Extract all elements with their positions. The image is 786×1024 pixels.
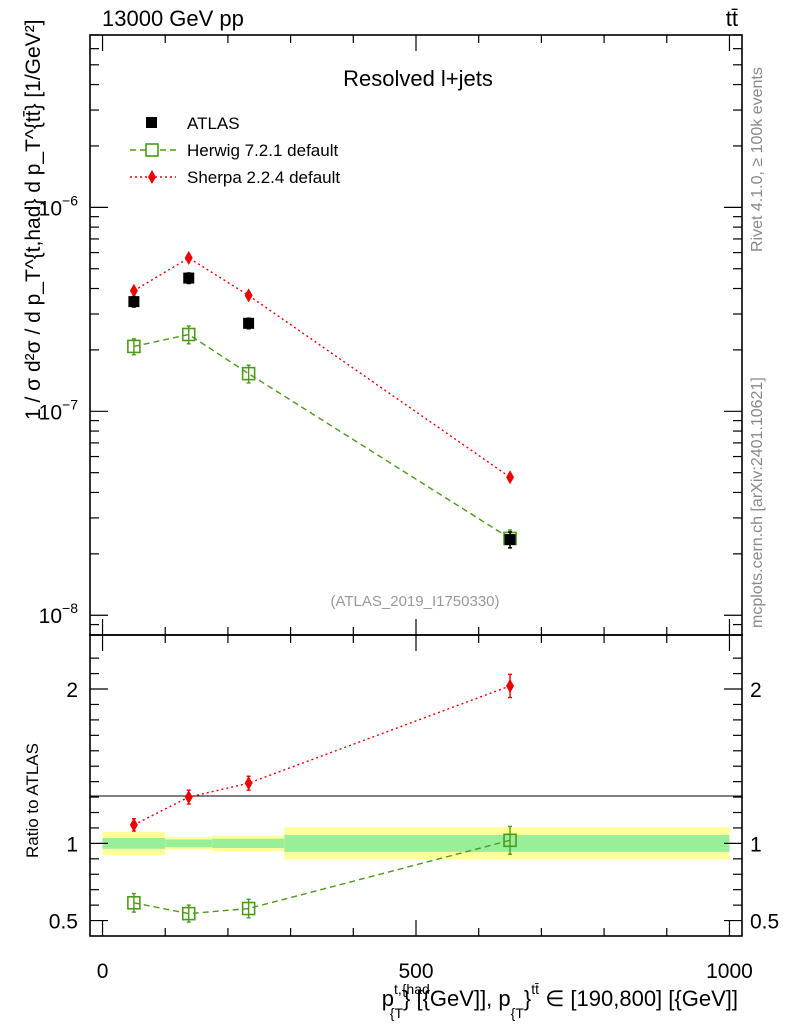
main-atlas-point [243,317,255,329]
stat-band-2 [212,838,285,849]
stat-band-1 [165,839,213,848]
ratio-y-tick-label-right-2: 2 [750,679,762,702]
main-sherpa-point [506,470,515,485]
ratio-sherpa-line [133,685,511,826]
legend: ATLAS Herwig 7.2.1 default Sherpa 2.2.4 … [130,114,340,187]
ratio-herwig-line [133,839,511,915]
ratio-herwig-point [181,906,196,921]
ratio-herwig-point [127,896,141,910]
main-sherpa-line [133,257,511,478]
main-sherpa-point [129,283,138,298]
energy-label: 13000 GeV pp [102,6,244,31]
ratio-panel-frame [89,634,743,937]
main-y-axis-label: 1 / σ d²σ / d p_T^{t,had} d p_T^{tt̄} [1… [22,19,45,420]
ratio-sherpa-point [506,678,515,693]
ratio-series-layer [127,673,517,923]
ratio-sherpa-point [184,790,193,805]
main-sherpa-point [184,250,193,265]
ratio-y-tick-label-right-0: 0.5 [750,911,779,934]
main-atlas-point [183,272,195,284]
plot-title: Resolved l+jets [343,66,493,91]
main-sherpa-point [244,288,253,303]
legend-herwig-label: Herwig 7.2.1 default [187,141,338,160]
rivet-version-label: Rivet 4.1.0, ≥ 100k events [749,67,766,252]
ratio-y-tick-label-right-1: 1 [750,833,762,856]
main-herwig-point [181,327,196,342]
ratio-y-tick-label-left-2: 2 [66,679,78,702]
main-herwig-point [127,339,141,354]
main-series-layer [127,250,517,549]
main-herwig-line [133,333,511,540]
stat-band-0 [102,837,166,849]
main-herwig-point [241,366,256,381]
main-axis-ticks: 10−6 10−7 10−8 [39,34,742,636]
x-tick-label-0: 0 [97,960,109,983]
main-y-tick-label-1: 10−7 [39,396,79,424]
ratio-y-tick-label-left-1: 1 [66,833,78,856]
legend-sherpa-marker [148,170,156,184]
analysis-id: (ATLAS_2019_I1750330) [330,593,499,610]
ratio-sherpa-point [129,817,138,832]
legend-atlas-marker [146,117,157,128]
main-atlas-point [128,296,140,308]
ratio-y-axis-label: Ratio to ATLAS [23,743,42,858]
legend-sherpa-label: Sherpa 2.2.4 default [187,168,340,187]
ratio-herwig-point [241,901,256,916]
x-axis-label: pt,{had {T} [{GeV]], p{T}tt̄ ∈ [190,800] … [382,981,738,1021]
legend-herwig-marker [145,143,159,157]
ratio-y-tick-label-left-0: 0.5 [49,911,78,934]
x-tick-label-1: 500 [398,960,433,983]
main-y-tick-label-0: 10−6 [39,192,79,220]
process-label: tt̄ [726,6,738,31]
ratio-sherpa-point [244,776,253,791]
ratio-uncertainty-bands [102,827,730,860]
mcplots-label: mcplots.cern.ch [arXiv:2401.10621] [749,377,766,628]
ratio-axis-ticks: 0 500 1000 0.5 0.5 1 1 2 2 [49,635,779,983]
legend-atlas-label: ATLAS [187,114,240,133]
main-atlas-point [504,534,516,546]
ratio-herwig-point [503,833,517,848]
x-tick-label-2: 1000 [706,960,753,983]
stat-band-3 [284,834,730,852]
main-y-tick-label-2: 10−8 [39,600,79,628]
